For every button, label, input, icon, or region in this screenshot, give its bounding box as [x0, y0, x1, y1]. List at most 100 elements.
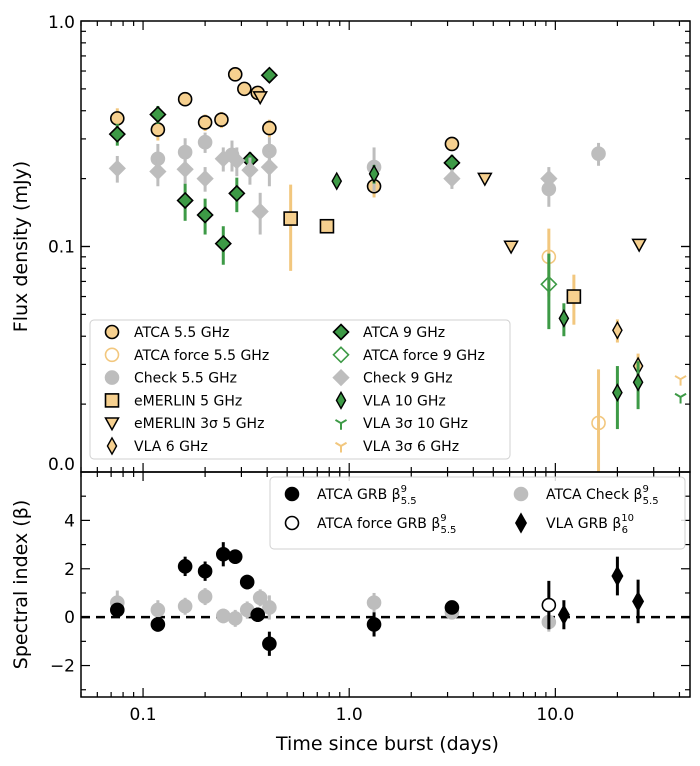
- point-atca-grb: [197, 563, 213, 579]
- point-emerlin-3sigma-5-ghz: [252, 91, 268, 106]
- legend-bottom: ATCA GRB β9 5.5 ATCA Check β9 5.5 ATCA force…: [269, 476, 686, 550]
- legend-label-emerlin-5-ghz: eMERLIN 5 GHz: [134, 393, 242, 409]
- point-check-9-ghz: [176, 160, 194, 178]
- legend-label-check-9-ghz: Check 9 GHz: [363, 371, 453, 387]
- point-atca-5-5-ghz: [214, 112, 229, 128]
- point-atca-grb: [177, 559, 193, 574]
- series-emerlin-3sigma-5-ghz: [252, 91, 647, 255]
- series-vla-3sigma-10-ghz: [674, 392, 687, 404]
- y-axis-title-top: Flux density (mJy): [10, 161, 32, 332]
- point-atca-check: [177, 598, 193, 614]
- point-atca-5-5-ghz: [444, 136, 460, 152]
- point-atca-grb: [444, 600, 460, 615]
- legend-marker-vla-10-ghz: [335, 390, 347, 410]
- y-ticks-bottom: [81, 495, 690, 691]
- legend-marker-atca-check: [513, 486, 529, 502]
- legend-label-atca-force-grb: ATCA force GRB β9 5.5: [317, 513, 456, 536]
- series-atca-force-grb: [541, 580, 557, 630]
- series-vla-grb: [557, 556, 645, 630]
- legend-marker-atca-force-grb: [284, 515, 300, 531]
- point-check-9-ghz: [251, 202, 269, 221]
- point-atca-9-ghz: [443, 154, 461, 172]
- top-panel: [108, 66, 687, 473]
- point-check-9-ghz: [260, 158, 279, 176]
- point-check-9-ghz: [540, 169, 558, 188]
- point-atca-grb: [215, 546, 231, 562]
- point-atca-5-5-ghz: [237, 81, 252, 97]
- point-atca-force-5-5-ghz: [591, 415, 606, 431]
- point-emerlin-3sigma-5-ghz: [477, 172, 493, 187]
- legend-marker-check-5-5-ghz: [104, 370, 120, 385]
- point-emerlin-5-ghz: [319, 218, 335, 234]
- legend-label-atca-5-5-ghz: ATCA 5.5 GHz: [134, 325, 229, 341]
- point-vla-grb: [611, 565, 624, 587]
- series-emerlin-5-ghz: [283, 184, 582, 325]
- series-vla-3sigma-6-ghz: [674, 375, 687, 386]
- legend-marker-vla-3sigma-10-ghz: [334, 419, 348, 430]
- legend-label-atca-9-ghz: ATCA 9 GHz: [363, 325, 445, 341]
- legend-label-vla-3sigma-10-ghz: VLA 3σ 10 GHz: [363, 416, 468, 432]
- series-check-5-5-ghz: [150, 132, 606, 207]
- point-atca-9-ghz: [108, 125, 126, 143]
- point-atca-force-9-ghz: [540, 275, 558, 293]
- legend-label-atca-grb: ATCA GRB β9 5.5: [317, 484, 417, 507]
- point-atca-grb: [150, 617, 166, 632]
- point-atca-check: [197, 589, 213, 604]
- x-tick-label: 10.0: [536, 705, 574, 725]
- point-check-9-ghz: [241, 161, 259, 179]
- x-axis-title: Time since burst (days): [275, 733, 499, 755]
- point-atca-grb: [262, 636, 277, 652]
- legend-marker-vla-grb: [514, 512, 528, 534]
- series-atca-force-5-5-ghz: [541, 228, 606, 473]
- point-check-9-ghz: [149, 162, 167, 181]
- legend-marker-check-9-ghz: [332, 368, 350, 387]
- legend-marker-atca-9-ghz: [332, 323, 350, 341]
- point-vla-3sigma-10-ghz: [674, 392, 687, 404]
- legend-marker-emerlin-3sigma-5-ghz: [104, 417, 120, 432]
- legend-label-emerlin-3sigma-5-ghz: eMERLIN 3σ 5 GHz: [134, 416, 264, 432]
- point-atca-9-ghz: [260, 66, 279, 84]
- legend-label-vla-grb: VLA GRB β10 6: [546, 513, 634, 536]
- y-axis-title-bottom: Spectral index (β): [10, 500, 32, 669]
- legend-marker-vla-6-ghz: [106, 436, 118, 456]
- series-atca-5-5-ghz: [110, 67, 460, 198]
- bottom-panel: [81, 542, 690, 656]
- point-emerlin-3sigma-5-ghz: [503, 240, 519, 255]
- legend-marker-atca-force-5-5-ghz: [104, 347, 120, 363]
- y-tick-label-top: 0.0: [48, 455, 75, 475]
- x-tick-label: 0.1: [130, 705, 157, 725]
- point-atca-9-ghz: [228, 184, 246, 203]
- point-atca-check: [262, 600, 277, 615]
- point-atca-check: [227, 611, 243, 626]
- point-vla-6-ghz: [612, 320, 623, 340]
- bottom-axes-frame: [80, 471, 691, 698]
- point-atca-check: [215, 608, 231, 624]
- series-atca-grb: [110, 542, 460, 656]
- point-vla-10-ghz: [331, 171, 343, 191]
- point-check-5-5-ghz: [591, 146, 606, 161]
- point-emerlin-5-ghz: [566, 289, 582, 304]
- point-atca-grb: [227, 549, 243, 564]
- legend-label-atca-check: ATCA Check β9 5.5: [546, 484, 659, 507]
- point-atca-9-ghz: [176, 191, 194, 210]
- legend-label-atca-force-5-5-ghz: ATCA force 5.5 GHz: [134, 348, 269, 364]
- point-atca-9-ghz: [214, 234, 232, 253]
- legend-top-box: [89, 319, 511, 460]
- point-vla-10-ghz: [558, 308, 570, 328]
- point-check-5-5-ghz: [177, 144, 193, 160]
- series-atca-force-9-ghz: [540, 253, 558, 330]
- y-tick-label-bottom: 0: [64, 608, 75, 628]
- legend-top: ATCA 5.5 GHz ATCA force 5.5 GHz Check 5.5 …: [89, 319, 511, 460]
- y-tick-label-top: 1.0: [48, 13, 75, 33]
- legend-marker-atca-5-5-ghz: [104, 324, 120, 340]
- y-tick-label-bottom: −2: [50, 657, 75, 677]
- point-atca-5-5-ghz: [150, 122, 166, 137]
- point-atca-check: [366, 595, 382, 610]
- series-atca-9-ghz: [108, 66, 461, 265]
- point-check-9-ghz: [228, 152, 246, 170]
- legend-bottom-box: [269, 476, 686, 550]
- point-emerlin-3sigma-5-ghz: [631, 238, 647, 253]
- point-check-9-ghz: [196, 169, 214, 188]
- point-atca-5-5-ghz: [197, 115, 213, 130]
